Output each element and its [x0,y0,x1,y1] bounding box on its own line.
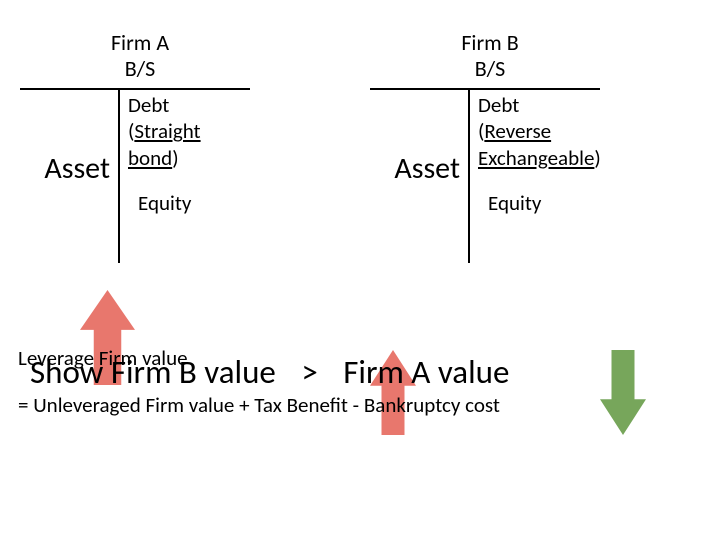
arrow-down-icon [600,350,646,435]
firm-a-title-line2: B/S [80,56,200,82]
firm-b-debt-line2: (Reverse [478,118,601,144]
firm-b-title: Firm B B/S [430,30,550,83]
firm-a-debt-line2: (Straight [128,118,201,144]
formula-line: = Unleveraged Firm value + Tax Benefit -… [18,392,500,418]
firm-a-t-top [20,88,250,90]
firm-b-debt-block: Debt (Reverse Exchangeable) [478,92,601,171]
firm-a-t-vert [118,88,120,263]
firm-a-debt-line1: Debt [128,92,201,118]
firm-b-debt-line3: Exchangeable) [478,145,601,171]
firm-b-asset-label: Asset [370,150,460,187]
big-comparison-line: Show Firm B value > Firm A value [30,352,509,392]
firm-a-title: Firm A B/S [80,30,200,83]
firm-a-debt-underline1: Straight [134,118,200,144]
firm-b-region: Firm B B/S Asset Debt (Reverse Exchangea… [370,30,690,290]
firm-a-debt-block: Debt (Straight bond) [128,92,201,171]
firm-b-t-vert [468,88,470,263]
firm-b-debt-underline2: Exchangeable [478,145,594,171]
firm-a-asset-label: Asset [20,150,110,187]
firm-b-debt-line1: Debt [478,92,601,118]
firm-b-title-line1: Firm B [430,30,550,56]
firm-a-debt-underline2: bond [128,145,172,171]
firm-b-title-line2: B/S [430,56,550,82]
big-line-pre: Show Firm B value [30,352,276,392]
big-line-gt: > [301,352,317,392]
firm-a-equity-label: Equity [138,190,191,216]
firm-b-equity-label: Equity [488,190,541,216]
firm-b-t-top [370,88,600,90]
big-line-post: Firm A value [343,352,509,392]
firm-a-debt-line3: bond) [128,145,201,171]
firm-a-title-line1: Firm A [80,30,200,56]
firm-a-region: Firm A B/S Asset Debt (Straight bond) Eq… [20,30,340,290]
firm-b-debt-underline1: Reverse [484,118,551,144]
